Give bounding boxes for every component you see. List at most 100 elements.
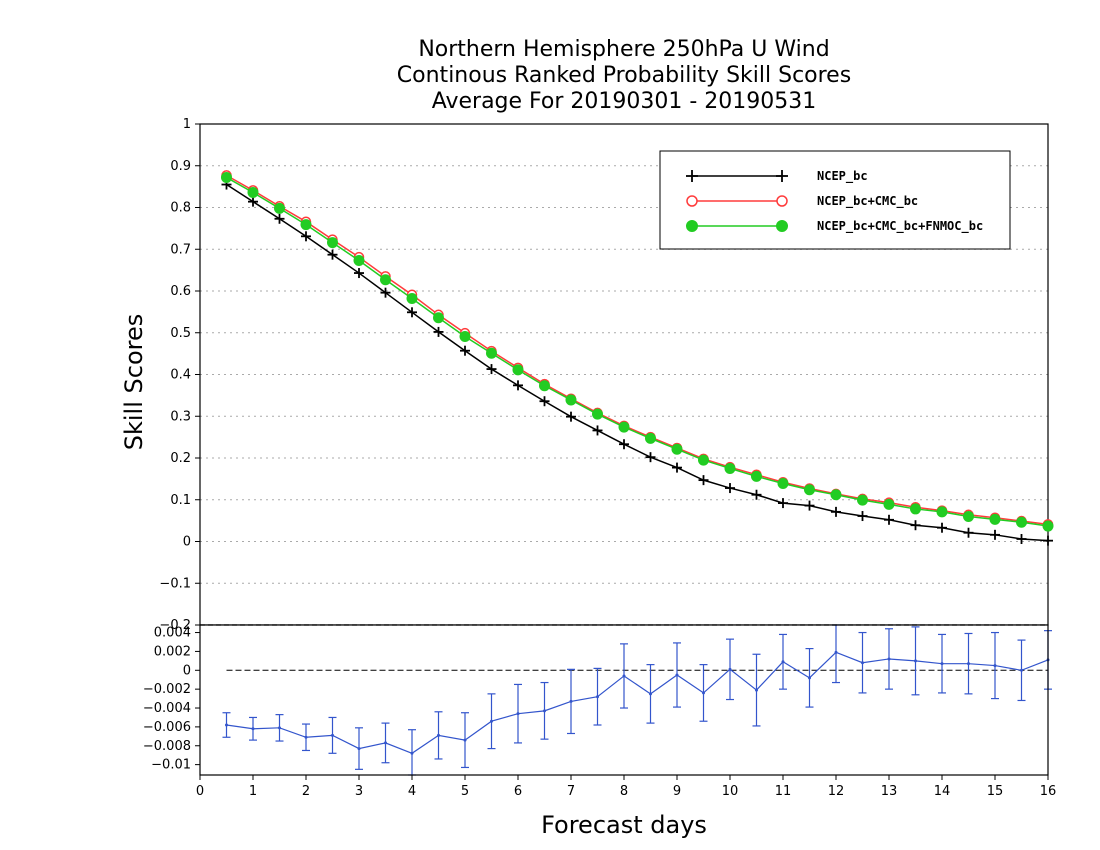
y-tick-label: 0.2 bbox=[170, 451, 191, 466]
data-point bbox=[433, 312, 444, 324]
y-tick-label: −0.2 bbox=[159, 618, 191, 633]
data-point bbox=[910, 503, 921, 515]
data-point bbox=[672, 462, 682, 473]
data-point bbox=[751, 489, 762, 500]
difference-plot: 0.004 0.002 0 −0.002 −0.004 −0.006 −0.008 −0.01… bbox=[143, 624, 1056, 799]
data-point bbox=[512, 364, 524, 376]
x-tick-label: 2 bbox=[302, 784, 310, 799]
x-tick-label: 14 bbox=[934, 784, 951, 799]
difference-point bbox=[967, 662, 970, 666]
data-point bbox=[592, 408, 603, 420]
data-point bbox=[513, 380, 523, 391]
legend-marker bbox=[776, 170, 788, 182]
x-tick-label: 10 bbox=[722, 784, 739, 799]
difference-point bbox=[569, 699, 573, 703]
difference-point bbox=[251, 727, 255, 731]
legend-marker bbox=[776, 195, 788, 207]
y-tick-label: 0.1 bbox=[170, 493, 191, 508]
data-point bbox=[804, 500, 815, 511]
legend-box bbox=[659, 150, 1011, 250]
title-line-3: Average For 20190301 - 20190531 bbox=[431, 89, 817, 114]
data-point bbox=[778, 498, 788, 509]
legend-label: NCEP_bc+CMC_bc+FNMOC_bc bbox=[817, 219, 983, 234]
data-point bbox=[1042, 520, 1054, 532]
legend-marker bbox=[686, 195, 698, 207]
data-point bbox=[406, 293, 418, 305]
diff-y-tick-label: −0.004 bbox=[143, 701, 191, 716]
data-point bbox=[698, 475, 709, 486]
data-point bbox=[221, 171, 232, 183]
difference-point bbox=[675, 673, 679, 677]
y-tick-label: 1 bbox=[183, 117, 191, 132]
data-point bbox=[486, 364, 497, 375]
difference-point bbox=[940, 662, 944, 666]
data-point bbox=[698, 454, 709, 466]
data-point bbox=[804, 484, 815, 496]
legend-marker bbox=[686, 220, 698, 232]
data-point bbox=[1016, 516, 1027, 528]
x-tick-label: 15 bbox=[987, 784, 1004, 799]
difference-point bbox=[357, 747, 361, 751]
difference-point bbox=[781, 660, 785, 664]
data-point bbox=[592, 425, 603, 436]
x-tick-label: 13 bbox=[881, 784, 898, 799]
x-tick-label: 6 bbox=[514, 784, 522, 799]
data-point bbox=[830, 489, 842, 501]
data-point bbox=[460, 345, 470, 356]
y-tick-label: 0.9 bbox=[170, 159, 191, 174]
data-point bbox=[274, 213, 285, 224]
x-tick-label: 3 bbox=[355, 784, 363, 799]
y-tick-label: 0.3 bbox=[170, 409, 191, 424]
data-point bbox=[883, 498, 895, 510]
data-point bbox=[327, 249, 338, 260]
data-point bbox=[301, 231, 311, 242]
x-tick-label: 11 bbox=[775, 784, 792, 799]
data-point bbox=[618, 421, 630, 433]
data-point bbox=[327, 237, 338, 249]
legend: NCEP_bc NCEP_bc+CMC_bc NCEP_bc+CMC_bc+FNMO… bbox=[659, 150, 1011, 250]
diff-y-tick-label: −0.002 bbox=[143, 682, 191, 697]
data-point bbox=[539, 380, 550, 392]
diff-y-tick-label: −0.006 bbox=[143, 720, 191, 735]
data-point bbox=[619, 439, 629, 450]
x-axis-label: Forecast days bbox=[541, 811, 707, 839]
chart-title: Northern Hemisphere 250hPa U Wind Contin… bbox=[200, 37, 1048, 115]
data-point bbox=[248, 196, 258, 207]
difference-point bbox=[887, 657, 891, 661]
x-tick-label: 9 bbox=[673, 784, 681, 799]
difference-point bbox=[596, 695, 599, 699]
y-tick-label: 0.8 bbox=[170, 201, 191, 216]
data-point bbox=[936, 506, 948, 518]
x-tick-label: 12 bbox=[828, 784, 845, 799]
difference-point bbox=[622, 674, 626, 678]
difference-point bbox=[543, 709, 546, 713]
difference-point bbox=[331, 733, 334, 737]
difference-point bbox=[728, 667, 732, 671]
y-tick-label: 0.4 bbox=[170, 368, 191, 383]
x-tick-label: 0 bbox=[196, 784, 204, 799]
data-point bbox=[565, 394, 577, 406]
difference-point bbox=[516, 712, 520, 716]
y-tick-label: 0.6 bbox=[170, 284, 191, 299]
data-point bbox=[990, 529, 1000, 540]
data-point bbox=[380, 287, 391, 298]
diff-y-tick-label: −0.008 bbox=[143, 739, 191, 754]
data-point bbox=[857, 494, 868, 506]
data-point bbox=[407, 307, 417, 318]
data-point bbox=[300, 219, 312, 231]
difference-point bbox=[834, 650, 838, 654]
data-point bbox=[671, 443, 683, 455]
data-point bbox=[857, 511, 868, 522]
data-point bbox=[884, 514, 894, 525]
data-point bbox=[645, 452, 656, 463]
y-tick-label: −0.1 bbox=[159, 576, 191, 591]
diff-y-tick-label: 0.004 bbox=[154, 626, 191, 641]
difference-point bbox=[490, 719, 493, 723]
difference-point bbox=[755, 688, 758, 692]
diff-y-tick-label: 0.002 bbox=[154, 644, 191, 659]
data-point bbox=[380, 274, 391, 286]
data-point bbox=[831, 506, 841, 517]
x-tick-label: 1 bbox=[249, 784, 257, 799]
data-point bbox=[459, 331, 471, 343]
difference-point bbox=[278, 726, 281, 730]
